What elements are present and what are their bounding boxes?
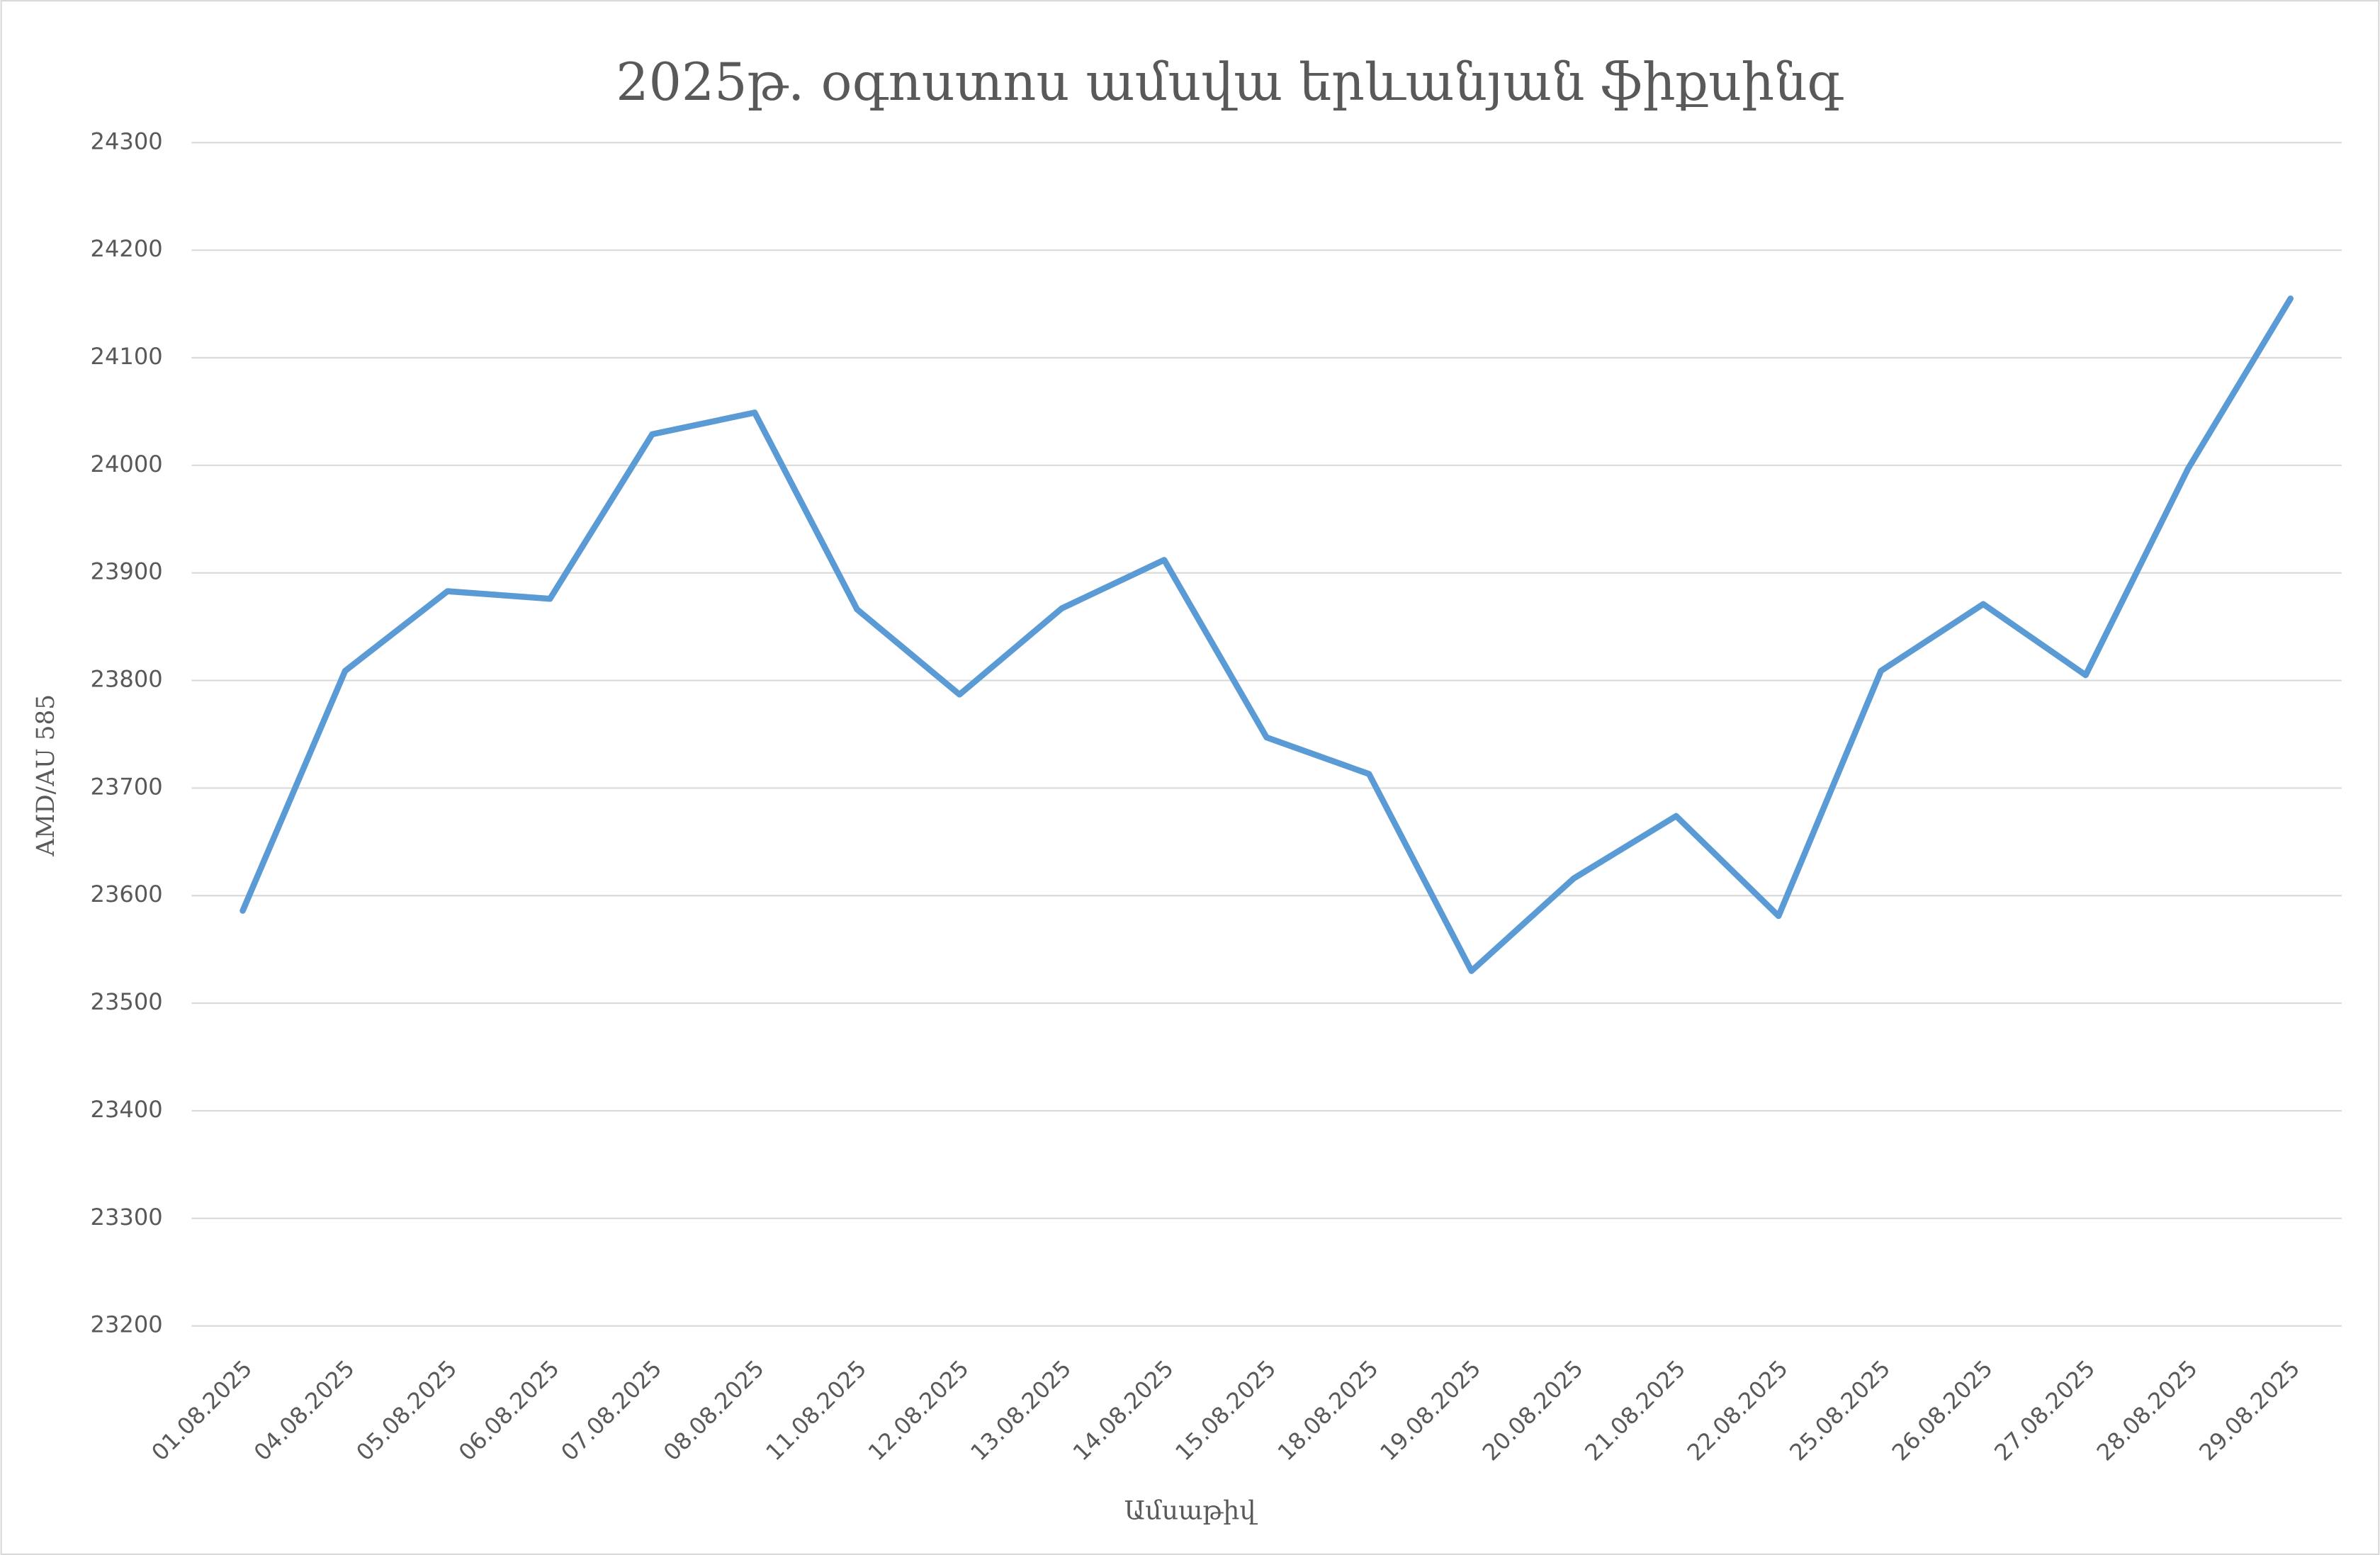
y-axis-title: AMD/AU 585 [32, 694, 60, 857]
x-axis-title: Ամսաթիվ [1124, 1495, 1258, 1526]
y-tick-label: 24200 [91, 235, 163, 262]
y-tick-label: 23200 [91, 1311, 163, 1338]
line-series [239, 295, 2294, 974]
y-tick-label: 24300 [91, 128, 163, 154]
y-tick-label: 23400 [91, 1096, 163, 1123]
y-tick-label: 23500 [91, 988, 163, 1015]
y-tick-label: 24100 [91, 343, 163, 370]
y-tick-label: 24000 [91, 451, 163, 477]
y-tick-label: 23300 [91, 1204, 163, 1231]
y-tick-label: 23900 [91, 558, 163, 585]
y-tick-label: 23600 [91, 881, 163, 907]
y-tick-label: 23700 [91, 773, 163, 800]
chart-title: 2025թ. օգոստոս ամսվա երևանյան ֆիքսինգ [616, 52, 1844, 113]
y-tick-label: 23800 [91, 666, 163, 693]
